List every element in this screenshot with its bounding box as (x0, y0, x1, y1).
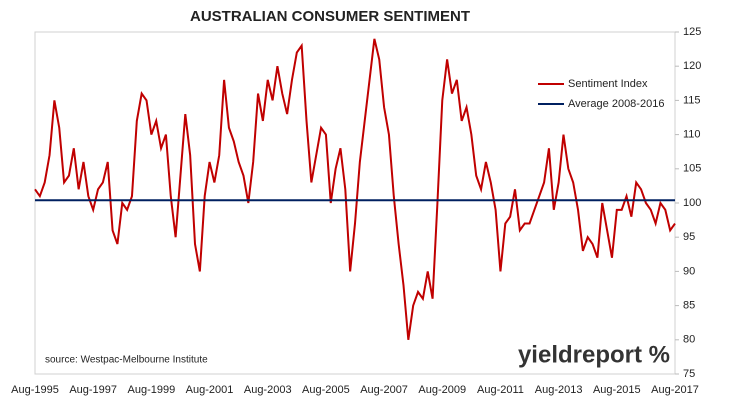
x-tick-label: Aug-2017 (651, 384, 699, 396)
x-tick-label: Aug-1997 (69, 384, 117, 396)
y-tick-label: 125 (683, 26, 701, 38)
legend-label: Average 2008-2016 (568, 98, 664, 110)
y-tick-label: 120 (683, 60, 701, 72)
y-tick-label: 115 (683, 94, 701, 106)
x-tick-label: Aug-2011 (477, 384, 524, 396)
x-tick-label: Aug-2013 (535, 384, 583, 396)
y-tick-label: 85 (683, 300, 695, 312)
chart-title: AUSTRALIAN CONSUMER SENTIMENT (190, 8, 470, 25)
x-tick-label: Aug-2003 (244, 384, 292, 396)
y-tick-label: 80 (683, 334, 695, 346)
x-tick-label: Aug-2001 (186, 384, 234, 396)
x-tick-label: Aug-1999 (128, 384, 176, 396)
y-tick-label: 110 (683, 129, 701, 141)
x-tick-label: Aug-2007 (360, 384, 408, 396)
x-tick-label: Aug-1995 (11, 384, 59, 396)
y-tick-label: 90 (683, 265, 695, 277)
y-tick-label: 100 (683, 197, 701, 209)
y-tick-label: 75 (683, 368, 695, 380)
x-tick-label: Aug-2015 (593, 384, 641, 396)
x-tick-label: Aug-2009 (418, 384, 466, 396)
source-note: source: Westpac-Melbourne Institute (45, 355, 208, 366)
y-tick-label: 105 (683, 163, 701, 175)
watermark: yieldreport % (518, 341, 670, 368)
legend-box (530, 70, 670, 116)
line-series (34, 38, 676, 340)
x-tick-label: Aug-2005 (302, 384, 350, 396)
legend-label: Sentiment Index (568, 78, 648, 90)
y-tick-label: 95 (683, 231, 695, 243)
